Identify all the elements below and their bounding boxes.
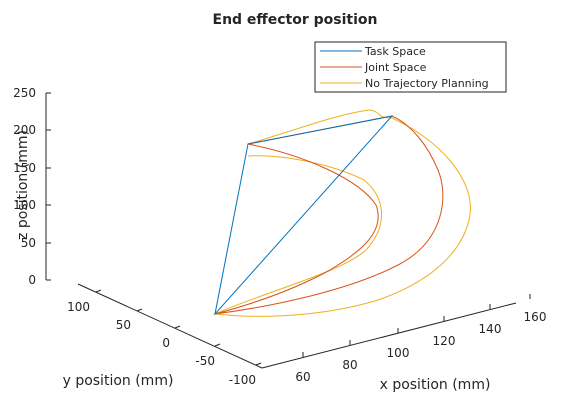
z-tick-label: 200 — [13, 123, 36, 137]
x-axis-title: x position (mm) — [380, 377, 491, 393]
y-axis-title: y position (mm) — [63, 373, 174, 389]
x-tick-label: 80 — [342, 358, 357, 372]
x-tick-label: 160 — [524, 310, 547, 324]
y-tick-label: 0 — [162, 336, 170, 350]
chart-title: End effector position — [213, 12, 378, 28]
y-tick-mark — [136, 308, 143, 312]
x-tick-label: 120 — [433, 334, 456, 348]
z-ticks: 0 50 100 150 200 250 — [13, 86, 51, 287]
y-ticks: 100 50 0 -50 -100 — [67, 289, 262, 387]
y-tick-label: 100 — [67, 300, 90, 314]
series-task-space — [214, 115, 394, 316]
x-axis-line — [261, 302, 517, 369]
z-axis-title: z position (mm) — [15, 130, 31, 240]
x-tick-label: 60 — [295, 370, 310, 384]
y-tick-mark — [174, 325, 181, 329]
y-tick-label: -50 — [195, 354, 215, 368]
x-tick-label: 140 — [479, 322, 502, 336]
legend-label-joint-space: Joint Space — [364, 61, 427, 74]
y-axis-line — [77, 283, 263, 369]
y-tick-label: 50 — [116, 318, 131, 332]
y-tick-label: -100 — [229, 373, 256, 387]
x-tick-label: 100 — [387, 346, 410, 360]
legend: Task Space Joint Space No Trajectory Pla… — [314, 41, 507, 93]
y-tick-mark — [95, 289, 102, 293]
z-tick-label: 250 — [13, 86, 36, 100]
x-ticks: 60 80 100 120 140 160 — [295, 294, 546, 384]
z-tick-label: 150 — [13, 161, 36, 175]
legend-box — [314, 41, 507, 93]
z-tick-label: 100 — [13, 198, 36, 212]
z-tick-label: 0 — [28, 273, 36, 287]
y-tick-mark — [255, 362, 262, 366]
y-tick-mark — [214, 343, 221, 347]
series-no-trajectory-planning — [213, 109, 471, 317]
legend-label-task-space: Task Space — [364, 45, 426, 58]
series-joint-space — [214, 115, 444, 315]
legend-label-no-trajectory-planning: No Trajectory Planning — [365, 77, 489, 90]
z-tick-label: 50 — [21, 236, 36, 250]
data-curves — [213, 109, 471, 317]
